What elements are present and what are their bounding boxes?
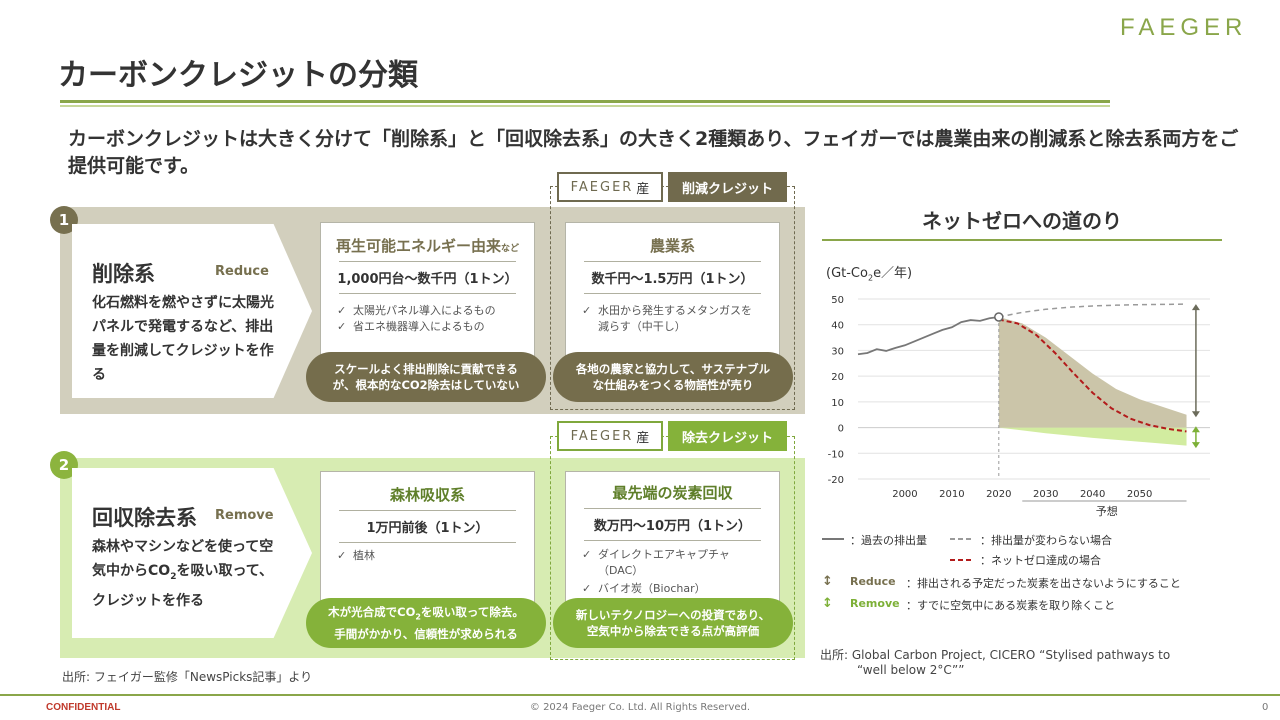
- list-item: 太陽光パネル導入によるもの: [337, 303, 496, 319]
- legend-netzero-line: [950, 559, 974, 561]
- x-tick-label: 2000: [892, 489, 917, 500]
- list-item: バイオ炭（Biochar）: [582, 581, 762, 597]
- source-left: 出所: フェイガー監修「NewsPicks記事」より: [62, 670, 313, 684]
- page-title: カーボンクレジットの分類: [58, 58, 418, 93]
- source-right: 出所: Global Carbon Project, CICERO “Styli…: [820, 648, 1171, 677]
- chart-title: ネットゼロへの道のり: [922, 209, 1122, 233]
- y-tick-label: -20: [828, 475, 844, 486]
- card-list: 水田から発生するメタンガスを減らす（中干し）: [582, 303, 762, 335]
- reduce-category-name: 削除系: [92, 262, 155, 286]
- list-item: ダイレクトエアキャプチャ（DAC）: [582, 547, 762, 579]
- confidential-label: CONFIDENTIAL: [46, 702, 121, 713]
- chart-title-underline: [822, 239, 1222, 241]
- y-tick-label: 50: [831, 295, 844, 306]
- series-line-2: [998, 318, 1187, 433]
- card-price: 1,000円台～数千円（1トン）: [337, 272, 518, 287]
- faeger-badge-reduce: FAEGER 産: [557, 172, 663, 202]
- legend-swatches: [822, 538, 972, 540]
- note-pill-carbon-capture: 新しいテクノロジーへの投資であり、空気中から除去できる点が高評価: [553, 598, 793, 648]
- card-title: 森林吸収系: [389, 486, 465, 504]
- footer-line: [0, 694, 1280, 696]
- card-price: 数万円～10万円（1トン）: [593, 519, 752, 534]
- y-tick-label: 40: [831, 321, 844, 332]
- card-title: 再生可能エネルギー由来など: [335, 237, 520, 255]
- reduce-area: [998, 317, 1187, 428]
- remove-category-en: Remove: [215, 508, 274, 523]
- note-pill-forest: 木が光合成でCO2を吸い取って除去。手間がかかり、信頼性が求められる: [306, 598, 546, 648]
- x-tick-label: 2010: [939, 489, 964, 500]
- list-item: 省エネ機器導入によるもの: [337, 319, 496, 335]
- series-line-1: [998, 303, 1187, 318]
- list-item: 水田から発生するメタンガスを減らす（中干し）: [582, 303, 762, 335]
- remove-category-desc: 森林やマシンなどを使って空気中からCO2を吸い取って、クレジットを作る: [92, 539, 274, 609]
- card-forest: 森林吸収系 1万円前後（1トン） 植林: [320, 471, 535, 621]
- x-tick-label: 2040: [1080, 489, 1105, 500]
- lead-text: カーボンクレジットは大きく分けて「削除系」と「回収除去系」の大きく2種類あり、フ…: [68, 128, 1239, 177]
- reduce-category-en: Reduce: [215, 264, 269, 279]
- series-line-0: [857, 316, 999, 356]
- card-list: 植林: [337, 548, 375, 564]
- legend-bau: ：排出量が変わらない場合: [980, 534, 1112, 547]
- remove-category-box: 回収除去系 Remove 森林やマシンなどを使って空気中からCO2を吸い取って、…: [72, 468, 312, 638]
- y-tick-label: 0: [838, 424, 844, 435]
- note-pill-agriculture: 各地の農家と協力して、サステナブルな仕組みをつくる物語性が売り: [553, 352, 793, 402]
- y-tick-label: 20: [831, 372, 844, 383]
- legend-past: ：過去の排出量: [850, 534, 927, 547]
- card-title: 農業系: [649, 237, 695, 255]
- reduce-credit-tag: 削減クレジット: [668, 172, 787, 202]
- legend-netzero: ：ネットゼロ達成の場合: [980, 554, 1101, 567]
- faeger-logo: FAEGER: [1120, 14, 1248, 41]
- card-price: 数千円～1.5万円（1トン）: [591, 272, 754, 287]
- title-underline: [60, 100, 1110, 103]
- chart-legend: ：過去の排出量 ：排出量が変わらない場合: [820, 532, 1240, 558]
- y-tick-label: -10: [828, 449, 844, 460]
- note-pill-renewable: スケールよく排出削除に貢献できるが、根本的なCO2除去はしていない: [306, 352, 546, 402]
- series-2020-point: [994, 312, 1004, 322]
- remove-credit-tag: 除去クレジット: [668, 421, 787, 451]
- remove-legend-desc: ：すでに空気中にある炭素を取り除くこと: [906, 599, 1116, 612]
- remove-arrow-head-top: [1191, 426, 1200, 433]
- chart-y-label: (Gt-Co2e／年): [826, 266, 913, 283]
- title-underline-light: [60, 105, 1110, 107]
- page-number: 0: [1262, 702, 1269, 713]
- x-tick-label: 2050: [1127, 489, 1152, 500]
- reduce-category-desc: 化石燃料を燃やさずに太陽光パネルで発電するなど、排出量を削減してクレジットを作る: [92, 295, 274, 383]
- list-item: 植林: [337, 548, 375, 564]
- reduce-legend-label: Reduce: [850, 575, 896, 588]
- forecast-label: 予想: [1096, 504, 1118, 518]
- x-tick-label: 2030: [1033, 489, 1058, 500]
- remove-arrow-icon: ↕: [822, 596, 833, 611]
- card-list: ダイレクトエアキャプチャ（DAC） バイオ炭（Biochar）: [582, 547, 762, 597]
- reduce-category-box: 削除系 Reduce 化石燃料を燃やさずに太陽光パネルで発電するなど、排出量を削…: [72, 224, 312, 398]
- y-tick-label: 10: [831, 398, 844, 409]
- card-carbon-capture: 最先端の炭素回収 数万円～10万円（1トン） ダイレクトエアキャプチャ（DAC）…: [565, 471, 780, 621]
- reduce-legend-desc: ：排出される予定だった炭素を出さないようにすること: [906, 577, 1181, 590]
- reduce-arrow-head-bottom: [1191, 411, 1200, 418]
- remove-category-name: 回収除去系: [92, 506, 197, 530]
- remove-arrow-head-bottom: [1191, 442, 1200, 449]
- reduce-arrow-head-top: [1191, 304, 1200, 311]
- remove-legend-label: Remove: [850, 597, 900, 610]
- y-tick-label: 30: [831, 346, 844, 357]
- card-list: 太陽光パネル導入によるもの 省エネ機器導入によるもの: [337, 303, 496, 335]
- card-agriculture: 農業系 数千円～1.5万円（1トン） 水田から発生するメタンガスを減らす（中干し…: [565, 222, 780, 372]
- card-renewable: 再生可能エネルギー由来など 1,000円台～数千円（1トン） 太陽光パネル導入に…: [320, 222, 535, 372]
- card-title: 最先端の炭素回収: [612, 484, 733, 502]
- remove-area: [998, 427, 1187, 446]
- copyright: © 2024 Faeger Co. Ltd. All Rights Reserv…: [529, 702, 751, 713]
- arrow-legend: ↕ Reduce ：排出される予定だった炭素を出さないようにすること ↕ Rem…: [822, 574, 1222, 614]
- faeger-badge-remove: FAEGER 産: [557, 421, 663, 451]
- reduce-arrow-icon: ↕: [822, 574, 833, 589]
- card-price: 1万円前後（1トン）: [366, 521, 489, 536]
- x-tick-label: 2020: [986, 489, 1011, 500]
